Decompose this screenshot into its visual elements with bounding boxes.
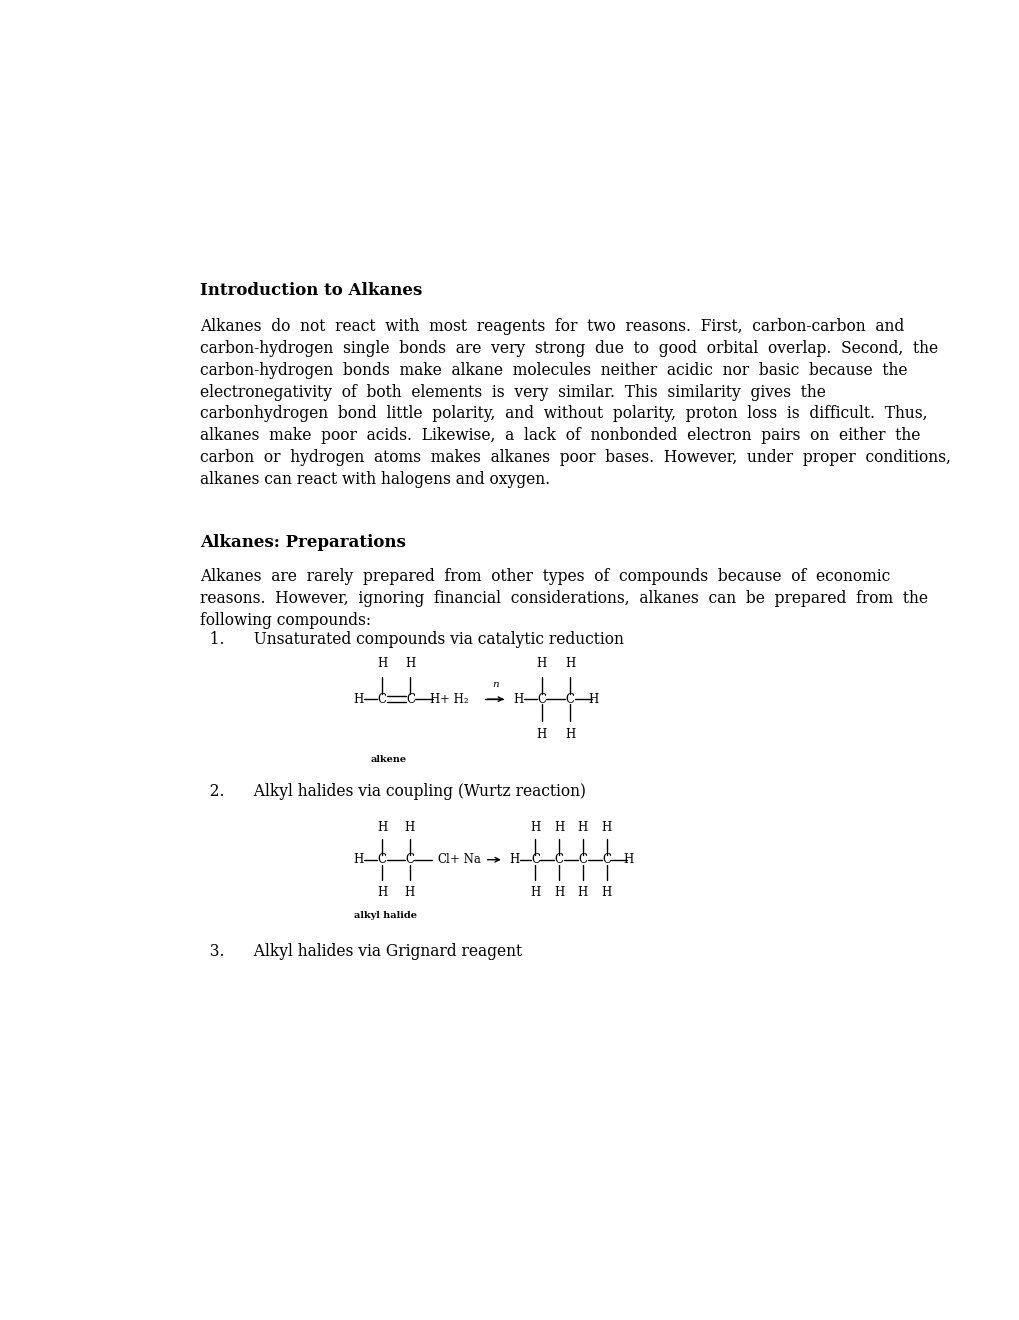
Text: C: C bbox=[530, 853, 539, 866]
Text: C: C bbox=[377, 693, 386, 706]
Text: C: C bbox=[578, 853, 587, 866]
Text: Alkanes  do  not  react  with  most  reagents  for  two  reasons.  First,  carbo: Alkanes do not react with most reagents … bbox=[200, 318, 904, 335]
Text: following compounds:: following compounds: bbox=[200, 611, 371, 628]
Text: H: H bbox=[553, 821, 564, 834]
Text: carbon-hydrogen  bonds  make  alkane  molecules  neither  acidic  nor  basic  be: carbon-hydrogen bonds make alkane molecu… bbox=[200, 362, 907, 379]
Text: H: H bbox=[353, 853, 363, 866]
Text: C: C bbox=[377, 853, 386, 866]
Text: H: H bbox=[513, 693, 523, 706]
Text: H: H bbox=[377, 886, 387, 899]
Text: H: H bbox=[405, 657, 415, 671]
Text: H: H bbox=[601, 886, 611, 899]
Text: H: H bbox=[601, 821, 611, 834]
Text: H: H bbox=[536, 729, 546, 742]
Text: 2.      Alkyl halides via coupling (Wurtz reaction): 2. Alkyl halides via coupling (Wurtz rea… bbox=[200, 784, 586, 800]
Text: H: H bbox=[565, 657, 575, 671]
Text: H: H bbox=[429, 693, 439, 706]
Text: H: H bbox=[577, 886, 587, 899]
Text: 1.      Unsaturated compounds via catalytic reduction: 1. Unsaturated compounds via catalytic r… bbox=[200, 631, 624, 648]
Text: H: H bbox=[553, 886, 564, 899]
Text: + H₂: + H₂ bbox=[439, 693, 468, 706]
Text: C: C bbox=[554, 853, 564, 866]
Text: carbon  or  hydrogen  atoms  makes  alkanes  poor  bases.  However,  under  prop: carbon or hydrogen atoms makes alkanes p… bbox=[200, 449, 950, 466]
Text: carbon-hydrogen  single  bonds  are  very  strong  due  to  good  orbital  overl: carbon-hydrogen single bonds are very st… bbox=[200, 339, 937, 356]
Text: H: H bbox=[377, 821, 387, 834]
Text: Cl: Cl bbox=[437, 853, 449, 866]
Text: C: C bbox=[406, 693, 415, 706]
Text: H: H bbox=[510, 853, 520, 866]
Text: C: C bbox=[405, 853, 414, 866]
Text: H: H bbox=[530, 821, 540, 834]
Text: alkanes  make  poor  acids.  Likewise,  a  lack  of  nonbonded  electron  pairs : alkanes make poor acids. Likewise, a lac… bbox=[200, 428, 920, 445]
Text: electronegativity  of  both  elements  is  very  similar.  This  similarity  giv: electronegativity of both elements is ve… bbox=[200, 384, 825, 400]
Text: 3.      Alkyl halides via Grignard reagent: 3. Alkyl halides via Grignard reagent bbox=[200, 942, 522, 960]
Text: Introduction to Alkanes: Introduction to Alkanes bbox=[200, 282, 422, 300]
Text: H: H bbox=[377, 657, 387, 671]
Text: H: H bbox=[565, 729, 575, 742]
Text: H: H bbox=[353, 693, 363, 706]
Text: C: C bbox=[566, 693, 574, 706]
Text: alkene: alkene bbox=[370, 755, 406, 764]
Text: n: n bbox=[492, 680, 498, 689]
Text: C: C bbox=[537, 693, 546, 706]
Text: H: H bbox=[530, 886, 540, 899]
Text: reasons.  However,  ignoring  financial  considerations,  alkanes  can  be  prep: reasons. However, ignoring financial con… bbox=[200, 590, 927, 607]
Text: carbonhydrogen  bond  little  polarity,  and  without  polarity,  proton  loss  : carbonhydrogen bond little polarity, and… bbox=[200, 405, 927, 422]
Text: + Na: + Na bbox=[450, 853, 481, 866]
Text: H: H bbox=[577, 821, 587, 834]
Text: Alkanes: Preparations: Alkanes: Preparations bbox=[200, 535, 406, 552]
Text: H: H bbox=[405, 821, 415, 834]
Text: alkanes can react with halogens and oxygen.: alkanes can react with halogens and oxyg… bbox=[200, 471, 550, 488]
Text: H: H bbox=[536, 657, 546, 671]
Text: Alkanes  are  rarely  prepared  from  other  types  of  compounds  because  of  : Alkanes are rarely prepared from other t… bbox=[200, 568, 890, 585]
Text: H: H bbox=[623, 853, 633, 866]
Text: H: H bbox=[588, 693, 598, 706]
Text: C: C bbox=[601, 853, 610, 866]
Text: alkyl halide: alkyl halide bbox=[355, 911, 417, 920]
Text: H: H bbox=[405, 886, 415, 899]
